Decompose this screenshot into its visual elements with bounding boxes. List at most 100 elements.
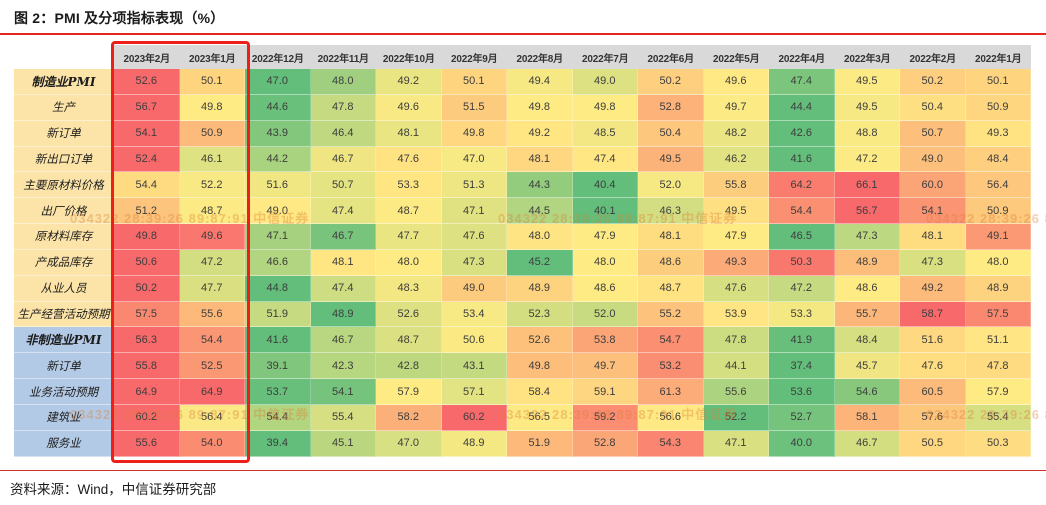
heatmap-cell: 49.2 bbox=[900, 275, 966, 302]
heatmap-cell: 50.2 bbox=[900, 69, 966, 95]
heatmap-cell: 48.6 bbox=[572, 275, 638, 302]
heatmap-cell: 64.9 bbox=[114, 379, 180, 405]
heatmap-cell: 56.4 bbox=[179, 404, 245, 431]
heatmap-cell: 49.7 bbox=[703, 94, 769, 121]
heatmap-cell: 48.9 bbox=[834, 249, 900, 276]
heatmap-cell: 48.3 bbox=[376, 275, 442, 302]
heatmap-cell: 40.1 bbox=[572, 198, 638, 225]
heatmap-cell: 49.8 bbox=[114, 224, 180, 250]
heatmap-cell: 61.3 bbox=[638, 379, 704, 405]
source-note: 资料来源：Wind，中信证券研究部 bbox=[10, 482, 217, 497]
heatmap-cell: 52.2 bbox=[179, 172, 245, 199]
heatmap-cell: 47.8 bbox=[310, 94, 376, 121]
heatmap-cell: 58.7 bbox=[900, 301, 966, 328]
heatmap-cell: 60.2 bbox=[114, 404, 180, 431]
heatmap-cell: 55.4 bbox=[965, 404, 1031, 431]
row-label: 出厂价格 bbox=[14, 198, 114, 225]
heatmap-cell: 46.7 bbox=[310, 327, 376, 354]
heatmap-cell: 47.4 bbox=[310, 275, 376, 302]
heatmap-cell: 56.5 bbox=[507, 404, 573, 431]
heatmap-cell: 46.3 bbox=[638, 198, 704, 225]
row-label: 新订单 bbox=[14, 120, 114, 147]
heatmap-cell: 48.1 bbox=[507, 146, 573, 173]
source-divider-line bbox=[0, 470, 1046, 471]
row-label: 原材料库存 bbox=[14, 224, 114, 250]
heatmap-cell: 49.8 bbox=[507, 94, 573, 121]
heatmap-cell: 50.1 bbox=[965, 69, 1031, 95]
heatmap-cell: 42.3 bbox=[310, 353, 376, 380]
heatmap-cell: 50.2 bbox=[114, 275, 180, 302]
heatmap-cell: 41.6 bbox=[245, 327, 311, 354]
heatmap-cell: 44.6 bbox=[245, 94, 311, 121]
heatmap-cell: 47.7 bbox=[179, 275, 245, 302]
heatmap-cell: 48.0 bbox=[376, 249, 442, 276]
heatmap-cell: 50.5 bbox=[900, 430, 966, 457]
heatmap-cell: 55.6 bbox=[114, 430, 180, 457]
heatmap-cell: 54.7 bbox=[638, 327, 704, 354]
heatmap-cell: 54.4 bbox=[114, 172, 180, 199]
heatmap-cell: 58.2 bbox=[376, 404, 442, 431]
heatmap-cell: 64.2 bbox=[769, 172, 835, 199]
heatmap-cell: 46.7 bbox=[834, 430, 900, 457]
heatmap-cell: 49.6 bbox=[376, 94, 442, 121]
figure-title: 图 2：PMI 及分项指标表现（%） bbox=[14, 10, 225, 26]
heatmap-cell: 46.2 bbox=[703, 146, 769, 173]
row-label: 业务活动预期 bbox=[14, 379, 114, 405]
heatmap-cell: 53.2 bbox=[638, 353, 704, 380]
heatmap-cell: 47.3 bbox=[834, 224, 900, 250]
heatmap-cell: 41.9 bbox=[769, 327, 835, 354]
heatmap-cell: 48.9 bbox=[507, 275, 573, 302]
heatmap-cell: 64.9 bbox=[179, 379, 245, 405]
heatmap-cell: 58.1 bbox=[834, 404, 900, 431]
heatmap-cell: 44.3 bbox=[507, 172, 573, 199]
heatmap-cell: 66.1 bbox=[834, 172, 900, 199]
heatmap-cell: 53.3 bbox=[769, 301, 835, 328]
heatmap-cell: 50.2 bbox=[638, 69, 704, 95]
heatmap-cell: 42.6 bbox=[769, 120, 835, 147]
heatmap-cell: 49.7 bbox=[572, 353, 638, 380]
column-header: 2022年3月 bbox=[834, 45, 900, 69]
heatmap-cell: 50.4 bbox=[638, 120, 704, 147]
heatmap-cell: 51.9 bbox=[245, 301, 311, 328]
heatmap-cell: 47.4 bbox=[769, 69, 835, 95]
heatmap-cell: 55.8 bbox=[114, 353, 180, 380]
corner-cell bbox=[14, 45, 114, 69]
heatmap-cell: 47.1 bbox=[245, 224, 311, 250]
column-header: 2022年12月 bbox=[245, 45, 311, 69]
heatmap-cell: 56.3 bbox=[114, 327, 180, 354]
heatmap-cell: 45.7 bbox=[834, 353, 900, 380]
heatmap-cell: 51.3 bbox=[441, 172, 507, 199]
heatmap-cell: 56.4 bbox=[965, 172, 1031, 199]
heatmap-cell: 49.0 bbox=[572, 69, 638, 95]
heatmap-cell: 49.0 bbox=[900, 146, 966, 173]
heatmap-cell: 48.0 bbox=[310, 69, 376, 95]
heatmap-cell: 44.1 bbox=[703, 353, 769, 380]
column-header: 2022年10月 bbox=[376, 45, 442, 69]
heatmap-cell: 50.6 bbox=[441, 327, 507, 354]
row-label: 生产 bbox=[14, 94, 114, 121]
heatmap-cell: 54.4 bbox=[769, 198, 835, 225]
row-label: 产成品库存 bbox=[14, 249, 114, 276]
heatmap-cell: 53.6 bbox=[769, 379, 835, 405]
heatmap-cell: 52.8 bbox=[638, 94, 704, 121]
heatmap-cell: 49.0 bbox=[441, 275, 507, 302]
heatmap-cell: 55.8 bbox=[703, 172, 769, 199]
heatmap-cell: 52.8 bbox=[572, 430, 638, 457]
heatmap-cell: 52.4 bbox=[114, 146, 180, 173]
heatmap-cell: 55.6 bbox=[703, 379, 769, 405]
heatmap-cell: 48.1 bbox=[638, 224, 704, 250]
heatmap-cell: 48.7 bbox=[376, 327, 442, 354]
heatmap-cell: 54.6 bbox=[834, 379, 900, 405]
heatmap-cell: 54.4 bbox=[245, 404, 311, 431]
heatmap-cell: 47.2 bbox=[179, 249, 245, 276]
column-header: 2022年4月 bbox=[769, 45, 835, 69]
heatmap-cell: 54.4 bbox=[179, 327, 245, 354]
heatmap-cell: 49.3 bbox=[703, 249, 769, 276]
heatmap-cell: 58.4 bbox=[507, 379, 573, 405]
heatmap-cell: 44.8 bbox=[245, 275, 311, 302]
heatmap-cell: 53.3 bbox=[376, 172, 442, 199]
heatmap-cell: 37.4 bbox=[769, 353, 835, 380]
heatmap-cell: 47.3 bbox=[900, 249, 966, 276]
heatmap-cell: 59.1 bbox=[572, 379, 638, 405]
